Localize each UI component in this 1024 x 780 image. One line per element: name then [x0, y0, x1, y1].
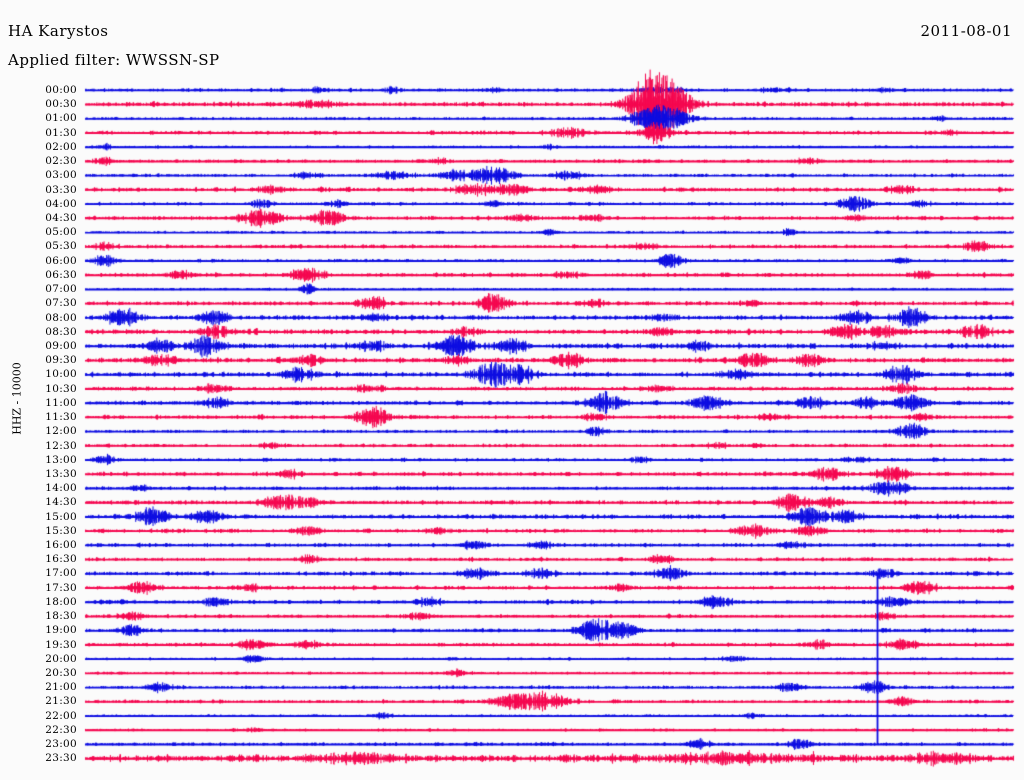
time-tick-0330: 03:30 — [45, 183, 77, 196]
time-tick-1400: 14:00 — [45, 482, 77, 495]
time-tick-0200: 02:00 — [45, 140, 77, 153]
time-tick-0430: 04:30 — [45, 211, 77, 224]
time-tick-1230: 12:30 — [45, 439, 77, 452]
time-tick-1700: 17:00 — [45, 567, 77, 580]
time-tick-1900: 19:00 — [45, 624, 77, 637]
time-tick-1000: 10:00 — [45, 368, 77, 381]
time-tick-0500: 05:00 — [45, 226, 77, 239]
time-tick-1630: 16:30 — [45, 553, 77, 566]
time-tick-2000: 20:00 — [45, 652, 77, 665]
time-tick-2200: 22:00 — [45, 709, 77, 722]
time-tick-0730: 07:30 — [45, 297, 77, 310]
time-tick-1730: 17:30 — [45, 581, 77, 594]
time-tick-1330: 13:30 — [45, 467, 77, 480]
time-tick-0030: 00:30 — [45, 98, 77, 111]
time-tick-1830: 18:30 — [45, 610, 77, 623]
time-tick-1430: 14:30 — [45, 496, 77, 509]
time-tick-2300: 23:00 — [45, 738, 77, 751]
time-tick-1100: 11:00 — [45, 396, 77, 409]
time-tick-0600: 06:00 — [45, 254, 77, 267]
time-tick-2230: 22:30 — [45, 723, 77, 736]
time-tick-1030: 10:30 — [45, 382, 77, 395]
time-tick-2100: 21:00 — [45, 681, 77, 694]
time-axis: 00:00 00:30 01:00 01:30 02:00 02:30 03:00 03:30… — [0, 0, 85, 780]
time-tick-0530: 05:30 — [45, 240, 77, 253]
time-tick-0630: 06:30 — [45, 268, 77, 281]
time-tick-2030: 20:30 — [45, 667, 77, 680]
time-tick-0700: 07:00 — [45, 283, 77, 296]
time-tick-0900: 09:00 — [45, 339, 77, 352]
time-tick-2330: 23:30 — [45, 752, 77, 765]
station-name: HA Karystos — [8, 22, 109, 40]
time-tick-1930: 19:30 — [45, 638, 77, 651]
time-tick-1130: 11:30 — [45, 411, 77, 424]
time-tick-0300: 03:00 — [45, 169, 77, 182]
time-tick-1800: 18:00 — [45, 595, 77, 608]
time-tick-0230: 02:30 — [45, 155, 77, 168]
time-tick-0100: 01:00 — [45, 112, 77, 125]
time-tick-0000: 00:00 — [45, 84, 77, 96]
time-tick-1500: 15:00 — [45, 510, 77, 523]
time-tick-0830: 08:30 — [45, 325, 77, 338]
time-tick-0400: 04:00 — [45, 197, 77, 210]
time-tick-1200: 12:00 — [45, 425, 77, 438]
time-tick-1530: 15:30 — [45, 524, 77, 537]
time-tick-1600: 16:00 — [45, 539, 77, 552]
time-tick-0930: 09:30 — [45, 354, 77, 367]
applied-filter-label: Applied filter: WWSSN-SP — [8, 51, 220, 69]
time-tick-0130: 01:30 — [45, 126, 77, 139]
time-tick-2130: 21:30 — [45, 695, 77, 708]
time-tick-0800: 08:00 — [45, 311, 77, 324]
record-date: 2011-08-01 — [920, 22, 1012, 40]
time-tick-1300: 13:00 — [45, 453, 77, 466]
